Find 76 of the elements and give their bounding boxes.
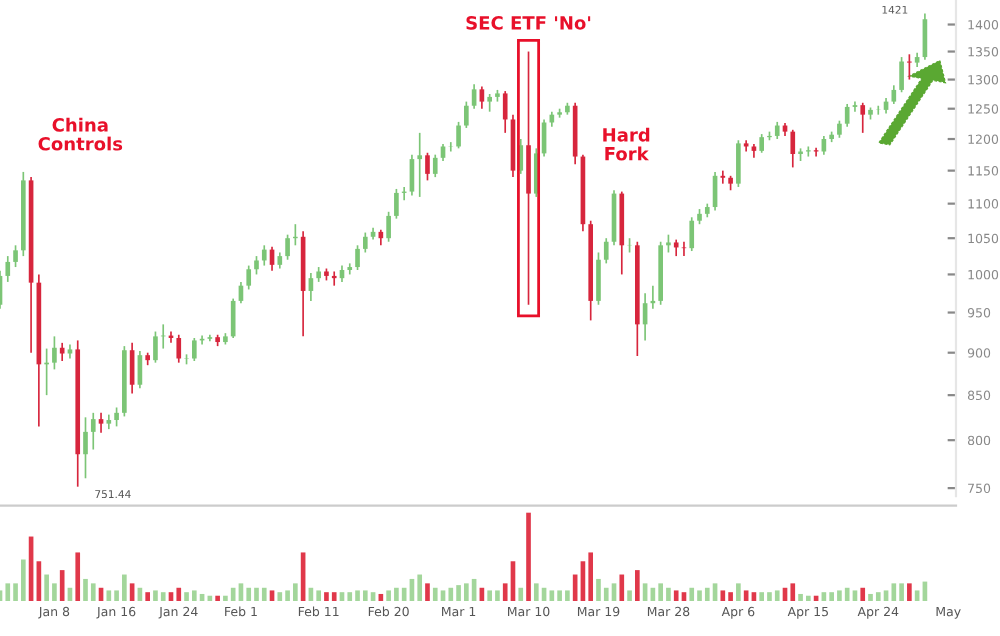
annotation: China Controls: [38, 117, 123, 151]
bar: [52, 583, 57, 602]
bar: [852, 590, 858, 602]
bar: [728, 592, 733, 602]
bar: [844, 587, 850, 602]
bar: [790, 583, 796, 602]
bar: [184, 592, 189, 602]
bar: [277, 592, 283, 602]
bar: [907, 583, 912, 602]
bar: [689, 587, 695, 602]
bar: [324, 592, 329, 602]
bar: [246, 587, 252, 602]
bar: [362, 590, 368, 602]
bar: [619, 574, 625, 602]
bar: [44, 574, 49, 602]
bar: [837, 590, 842, 602]
bar: [658, 583, 663, 602]
bar: [767, 592, 772, 602]
bar: [5, 583, 11, 602]
bar: [627, 590, 632, 602]
bar: [704, 587, 710, 602]
bar: [331, 592, 337, 602]
bar: [75, 552, 81, 602]
bar: [635, 570, 640, 602]
bar: [697, 590, 702, 602]
bar: [355, 590, 360, 602]
bar: [230, 587, 236, 602]
bar: [122, 574, 127, 602]
bar: [596, 578, 601, 602]
bar: [899, 583, 904, 602]
bar: [153, 590, 158, 602]
bar: [666, 587, 671, 602]
bar: [588, 552, 594, 602]
bar: [176, 587, 182, 602]
bar: [223, 595, 228, 602]
bar: [254, 587, 259, 602]
bar: [526, 512, 531, 602]
bar: [891, 583, 897, 602]
bar: [394, 587, 399, 602]
bar: [347, 592, 353, 602]
bar: [293, 583, 298, 602]
bar: [269, 590, 275, 602]
bar: [83, 578, 88, 602]
bar: [720, 590, 726, 602]
bar: [215, 595, 220, 602]
bar: [805, 595, 811, 602]
annotation: SEC ETF 'No': [466, 16, 591, 30]
bar: [145, 592, 151, 602]
annotation: Hard Fork: [603, 127, 650, 161]
bar: [883, 590, 889, 602]
bar: [557, 590, 562, 602]
bar: [743, 590, 749, 602]
bar: [549, 590, 555, 602]
bar: [875, 592, 881, 602]
bar: [914, 590, 920, 602]
bar: [774, 590, 780, 602]
bar: [798, 593, 803, 602]
bar: [860, 587, 866, 602]
bar: [191, 590, 197, 602]
bar: [106, 590, 112, 602]
candlestick: [805, 145, 811, 158]
bar: [603, 587, 609, 602]
bar: [261, 587, 267, 602]
bar: [386, 590, 391, 602]
bar: [160, 592, 166, 602]
bar: [868, 593, 873, 602]
bar: [90, 583, 96, 602]
bar: [565, 590, 570, 602]
bar: [736, 583, 741, 602]
bar: [829, 592, 834, 602]
bar: [285, 590, 290, 602]
bar: [673, 590, 679, 602]
bar: [59, 570, 65, 602]
bar: [759, 592, 765, 602]
bar: [20, 559, 26, 602]
bar: [316, 590, 321, 602]
